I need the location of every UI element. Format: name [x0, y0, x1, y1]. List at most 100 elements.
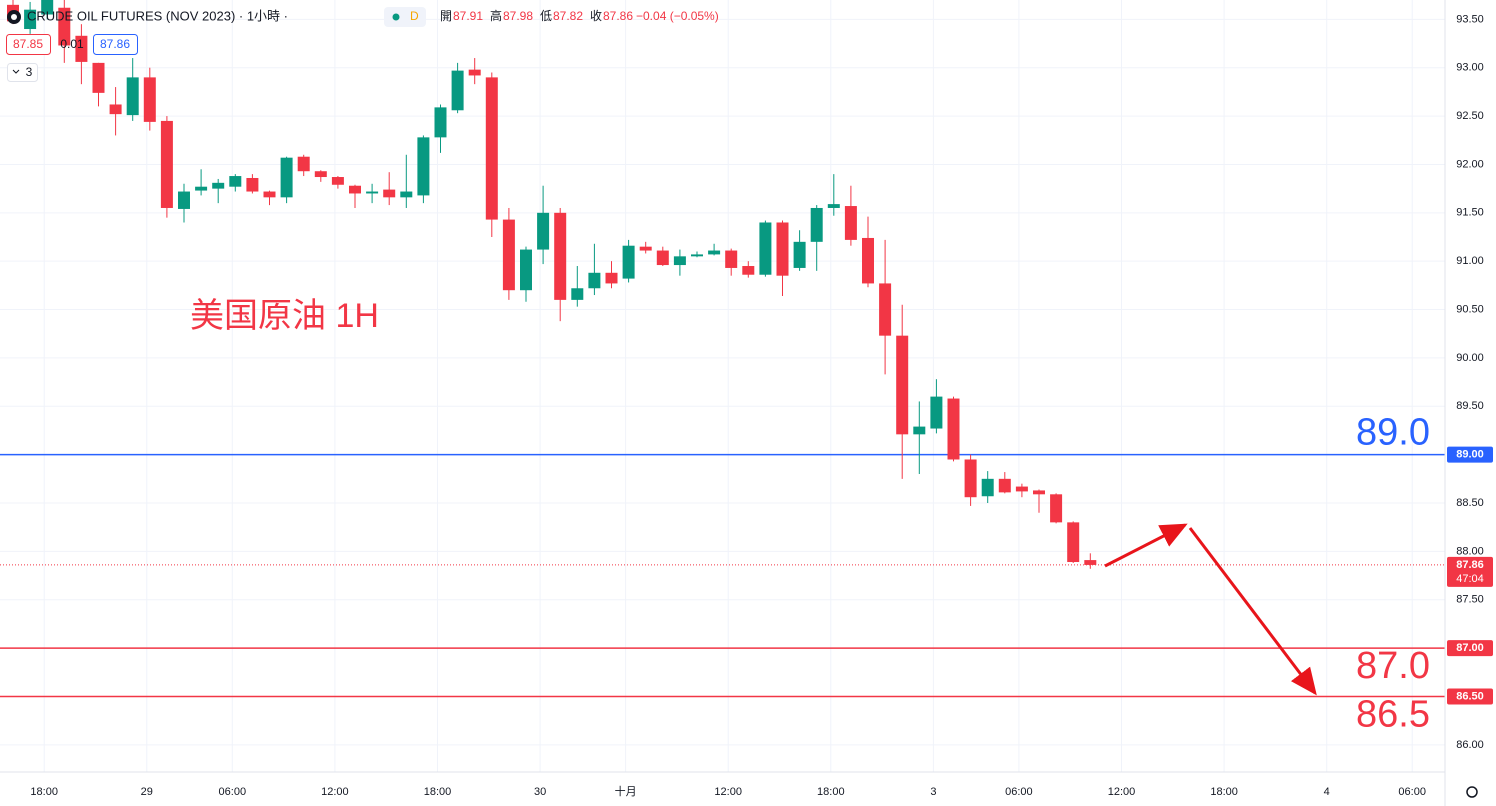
- candle-body: [913, 426, 926, 435]
- legend-label: 收: [590, 9, 602, 23]
- chevron: [12, 69, 20, 74]
- candle-body: [485, 77, 498, 220]
- candle-body: [1033, 490, 1045, 495]
- x-tick-label: 06:00: [1005, 786, 1033, 798]
- legend-value: 87.82: [553, 9, 583, 23]
- y-tick-label: 90.50: [1456, 303, 1484, 315]
- candle-body: [75, 35, 88, 62]
- countdown: 47:04: [1456, 573, 1484, 585]
- legend-value: 87.91: [453, 9, 483, 23]
- symbol-icon-inner: [11, 14, 17, 20]
- y-tick-label: 88.00: [1456, 545, 1484, 557]
- candle-body: [742, 266, 755, 275]
- y-tick-label: 89.50: [1456, 400, 1484, 412]
- candle-body: [1084, 560, 1097, 565]
- candle-body: [126, 77, 139, 116]
- ask-box[interactable]: [93, 34, 138, 55]
- candle-body: [639, 246, 652, 251]
- candle-body: [263, 191, 276, 198]
- settings-icon[interactable]: [1466, 786, 1478, 798]
- candle-body: [1050, 494, 1063, 523]
- bid-box[interactable]: [6, 34, 51, 55]
- candle-body: [896, 335, 909, 435]
- candle-body: [964, 459, 977, 498]
- legend-change: −0.04 (−0.05%): [636, 9, 719, 23]
- indicators-count: 3: [26, 65, 33, 79]
- candle-body: [417, 137, 430, 196]
- candle-body: [998, 478, 1011, 493]
- x-tick-label: 3: [930, 786, 936, 798]
- candle-body: [520, 249, 532, 291]
- badge-dot: [392, 13, 400, 21]
- candle-body: [759, 222, 772, 275]
- candle-body: [879, 283, 892, 336]
- legend-label: 低: [540, 9, 552, 23]
- ask: 87.86: [100, 37, 130, 51]
- level-label: 89.0: [1356, 412, 1430, 454]
- x-tick-label: 18:00: [817, 786, 845, 798]
- candle-body: [349, 185, 361, 194]
- badge-bg[interactable]: [384, 7, 426, 27]
- candle-body: [810, 207, 823, 242]
- symbol-title[interactable]: CRUDE OIL FUTURES (NOV 2023) · 1小時 ·: [27, 8, 288, 23]
- candle-body: [178, 191, 190, 209]
- candle-body: [844, 206, 857, 240]
- x-tick-label: 30: [534, 786, 546, 798]
- candle-body: [314, 171, 327, 178]
- y-tick-label: 86.00: [1456, 739, 1484, 751]
- candle-body: [1067, 522, 1080, 563]
- x-tick-label: 十月: [615, 784, 637, 798]
- legend-label: 高: [490, 8, 502, 23]
- candle-body: [451, 70, 464, 111]
- candle-body: [930, 396, 943, 429]
- y-tick-label: 92.50: [1456, 110, 1484, 122]
- x-tick-label: 12:00: [1108, 786, 1136, 798]
- y-tick-label: 87.50: [1456, 594, 1484, 606]
- x-tick-label: 06:00: [219, 786, 247, 798]
- y-tick-label: 91.00: [1456, 255, 1484, 267]
- candle-body: [297, 156, 310, 172]
- last-price-tag-bg: [1447, 556, 1493, 587]
- candle-body: [212, 182, 225, 189]
- level-tag: 87.00: [1456, 642, 1484, 654]
- candle-body: [554, 212, 567, 300]
- level-tag-bg: [1447, 640, 1493, 657]
- level-tag: 89.00: [1456, 449, 1484, 461]
- header: CRUDE OIL FUTURES (NOV 2023) · 1小時 · D 開…: [6, 7, 719, 82]
- x-tick-label: 06:00: [1398, 786, 1426, 798]
- x-tick-label: 12:00: [321, 786, 349, 798]
- candle-body: [143, 77, 156, 122]
- level-tag-bg: [1447, 446, 1493, 463]
- candle-body: [1015, 486, 1028, 492]
- badge: D: [410, 9, 419, 23]
- bid: 87.85: [13, 37, 43, 51]
- candle-body: [947, 398, 960, 460]
- indicators-box[interactable]: [7, 63, 38, 82]
- candle-body: [468, 69, 481, 76]
- level-label: 87.0: [1356, 645, 1430, 687]
- candle-body: [400, 191, 413, 198]
- candle-body: [776, 222, 789, 276]
- candle-body: [331, 177, 344, 185]
- x-tick-label: 12:00: [714, 786, 742, 798]
- candle-body: [366, 191, 379, 194]
- candle-body: [588, 272, 601, 289]
- candle-body: [725, 250, 738, 268]
- x-tick-label: 18:00: [30, 786, 58, 798]
- y-tick-label: 88.50: [1456, 497, 1484, 509]
- y-tick-label: 93.00: [1456, 62, 1484, 74]
- candle-body: [691, 254, 703, 257]
- last-price-tag: 87.86: [1456, 559, 1484, 571]
- candle-body: [656, 250, 669, 266]
- candle-body: [58, 7, 71, 46]
- candle-body: [229, 176, 242, 187]
- y-tick-label: 90.00: [1456, 352, 1484, 364]
- legend-value: 87.86: [603, 9, 633, 23]
- level-label: 86.5: [1356, 694, 1430, 736]
- candle-body: [537, 212, 550, 250]
- candle-body: [708, 250, 721, 255]
- arrow-up: [1104, 523, 1188, 568]
- candle-body: [673, 256, 686, 266]
- x-tick-label: 29: [141, 786, 153, 798]
